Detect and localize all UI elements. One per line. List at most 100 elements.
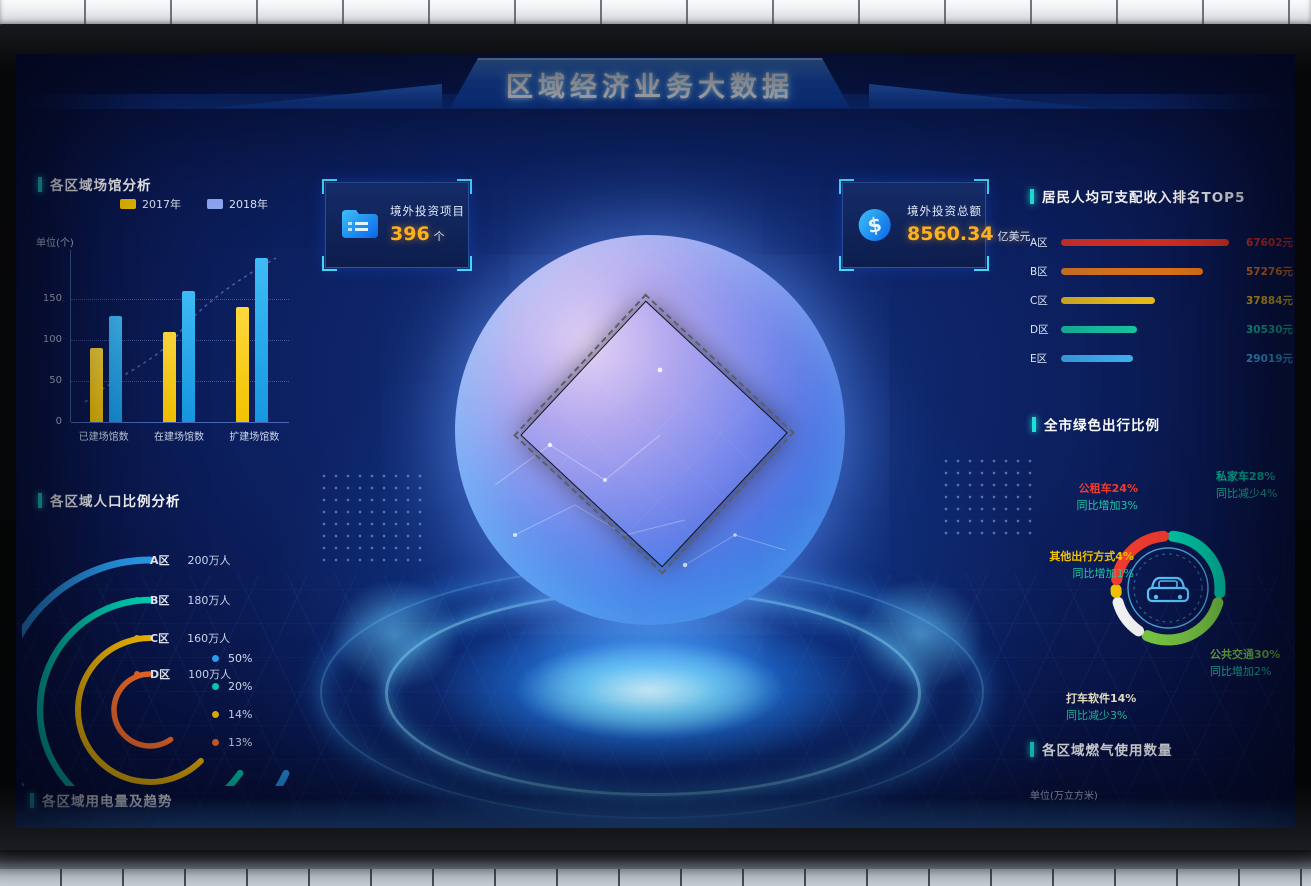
corner-bracket [974, 179, 989, 194]
corner-bracket [839, 179, 854, 194]
population-arc [74, 635, 204, 785]
region-label: A区 [1030, 237, 1048, 249]
projects-unit: 个 [433, 230, 445, 243]
dashboard-screen: 区域经济业务大数据 各区域场馆分析 [16, 54, 1295, 828]
income-bar [1061, 355, 1133, 362]
segment-label: 公共交通30% [1210, 648, 1281, 661]
category-label: 已建场馆数 [78, 432, 129, 443]
income-row: D区 30530元 [1030, 315, 1295, 344]
population-arc [22, 556, 290, 786]
bar-group [162, 290, 195, 422]
legend-dot [212, 683, 219, 690]
wall-tiles-top [0, 0, 1311, 27]
income-row: C区 37884元 [1030, 286, 1295, 315]
gridline [71, 381, 289, 383]
venues-category-labels: 已建场馆数 在建场馆数 扩建场馆数 [66, 428, 292, 443]
income-bar-rows: A区 67602元 B区 57276元 C区 37884元 D区 30530元 E区 29019元 [1030, 228, 1295, 373]
corner-bracket [322, 256, 337, 271]
segment-label: 私家车28% [1216, 470, 1276, 483]
panel-income-top5: 居民人均可支配收入排名TOP5 A区 67602元 B区 57276元 C区 37884元… [1022, 182, 1295, 382]
title-banner: 区域经济业务大数据 [450, 58, 850, 108]
legend-item-2017: 2017年 [120, 196, 181, 212]
income-value: 29019元 [1246, 353, 1294, 365]
dot-grid-left [318, 470, 430, 562]
income-row: B区 57276元 [1030, 257, 1295, 286]
population-value: 160万人 [187, 632, 231, 645]
badge-overseas-investment: $ 境外投资总额 8560.34 亿美元 [839, 179, 1031, 271]
panel-population-ratio: 各区域人口比例分析 A区 200万人 50% B区 180万人 20% C区 160万人 14%… [22, 486, 322, 786]
category-label: 在建场馆数 [153, 432, 204, 443]
legend-dot [212, 711, 219, 718]
gas-unit-label: 单位(万立方米) [1030, 791, 1098, 802]
population-pct-row: 13% [212, 736, 252, 749]
region-label: B区 [150, 594, 170, 607]
income-row: E区 29019元 [1030, 344, 1295, 373]
gridline [71, 340, 289, 342]
folder-icon [340, 207, 380, 245]
y-axis-tick: 100 [42, 334, 62, 346]
segment-sub-label: 同比减少4% [1216, 487, 1278, 500]
legend-dot [134, 597, 140, 603]
legend-swatch-2018 [207, 199, 223, 209]
wall-shadow-band [0, 846, 1311, 869]
section-accent-bar [1030, 188, 1034, 204]
legend-dot [212, 655, 219, 662]
screen-bottom-glow [16, 798, 1295, 828]
region-label: A区 [150, 554, 170, 567]
bar [90, 348, 104, 422]
venues-legend: 2017年 2018年 [120, 196, 268, 212]
segment-sub-label: 同比增加3% [1076, 499, 1138, 512]
donut-label: 其他出行方式4% 同比增加1% [1020, 548, 1134, 582]
globe-visual [455, 235, 845, 625]
bar-group [235, 258, 268, 422]
segment-sub-label: 同比减少3% [1066, 709, 1128, 722]
car-icon [1142, 567, 1194, 615]
badge-value: 8560.34 亿美元 [907, 223, 1031, 245]
corner-bracket [974, 256, 989, 271]
section-accent-bar [38, 492, 42, 508]
legend-swatch-2017 [120, 199, 136, 209]
percentage-label: 20% [228, 680, 253, 693]
y-axis-tick: 150 [42, 293, 62, 305]
globe-network-lines [494, 367, 786, 568]
bar [181, 290, 195, 422]
population-label-row: A区 200万人 [134, 552, 231, 568]
y-axis-tick: 50 [49, 375, 62, 387]
category-label: 扩建场馆数 [229, 432, 280, 443]
percentage-label: 13% [228, 736, 253, 749]
population-arc [111, 671, 174, 749]
legend-dot [134, 635, 140, 641]
section-accent-bar [1030, 741, 1034, 757]
investment-unit: 亿美元 [997, 230, 1031, 243]
population-pct-row: 14% [212, 708, 252, 721]
corner-bracket [457, 256, 472, 271]
legend-dot [134, 671, 140, 677]
region-label: E区 [1030, 353, 1048, 365]
segment-sub-label: 同比增加2% [1210, 665, 1272, 678]
venues-unit-label: 单位(个) [36, 238, 74, 249]
income-value: 57276元 [1246, 266, 1294, 278]
panel-green-travel: 全市绿色出行比例 私家车28% 同比减少4% 公共交通30% 同比增加2% 打车软件14… [1020, 410, 1295, 740]
bar [235, 307, 249, 422]
population-label-row: C区 160万人 [134, 630, 230, 646]
income-bar [1061, 297, 1155, 304]
income-bar [1061, 268, 1203, 275]
panel-gas-usage: 各区域燃气使用数量 单位(万立方米) [1022, 735, 1295, 827]
legend-item-2018: 2018年 [207, 196, 268, 212]
segment-label: 其他出行方式4% [1049, 550, 1134, 563]
income-row: A区 67602元 [1030, 228, 1295, 257]
population-value: 180万人 [187, 594, 231, 607]
legend-dot [212, 739, 219, 746]
population-arc-chart [22, 556, 290, 786]
income-value: 37884元 [1246, 295, 1294, 307]
glow-blob-right [835, 560, 1005, 710]
corner-bracket [322, 179, 337, 194]
gridline [71, 422, 289, 423]
donut-label: 私家车28% 同比减少4% [1216, 468, 1295, 502]
y-axis-tick: 0 [55, 416, 62, 427]
income-value: 67602元 [1246, 237, 1294, 249]
bar [162, 331, 176, 422]
percentage-label: 50% [228, 652, 253, 665]
gridline [71, 299, 289, 301]
